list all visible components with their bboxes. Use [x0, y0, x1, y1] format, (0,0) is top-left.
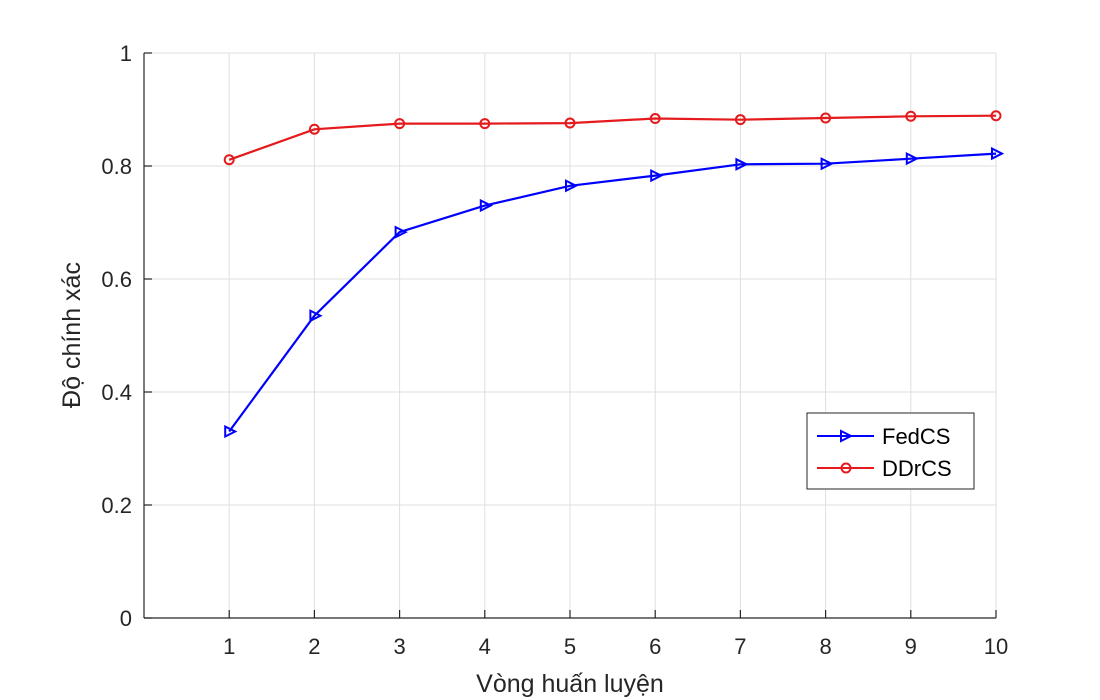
data-point-ddrcs: [820, 112, 832, 124]
legend-swatch-ddrcs-marker: [840, 462, 852, 474]
series-line-ddrcs: [228, 114, 997, 161]
data-point-fedcs: [991, 146, 1005, 161]
data-point-fedcs: [820, 157, 834, 171]
data-point-fedcs: [479, 198, 494, 213]
y-tick-label: 0.8: [101, 154, 132, 179]
x-tick-label: 10: [984, 634, 1008, 659]
legend: FedCS DDrCS: [806, 412, 975, 490]
x-axis-ticks: 1 2 3 4 5 6 7 8 9 10: [223, 610, 1008, 659]
legend-label-fedcs: FedCS: [882, 424, 950, 449]
data-point-fedcs: [905, 152, 920, 166]
data-point-ddrcs: [308, 123, 320, 135]
y-tick-label: 0: [120, 606, 132, 631]
data-point-fedcs: [735, 157, 749, 171]
data-point-ddrcs: [479, 118, 491, 130]
data-point-ddrcs: [649, 113, 661, 125]
y-axis-ticks: 0 0.2 0.4 0.6 0.8 1: [101, 41, 152, 631]
x-tick-label: 5: [564, 634, 576, 659]
x-tick-label: 9: [905, 634, 917, 659]
x-tick-label: 6: [649, 634, 661, 659]
y-tick-label: 0.6: [101, 267, 132, 292]
data-point-fedcs: [224, 424, 238, 439]
y-axis-title: Độ chính xác: [58, 262, 86, 408]
data-point-ddrcs: [990, 110, 1002, 122]
x-tick-label: 7: [734, 634, 746, 659]
y-tick-label: 0.2: [101, 493, 132, 518]
x-tick-label: 4: [479, 634, 491, 659]
data-point-fedcs: [650, 168, 664, 183]
series-group: [223, 110, 1005, 439]
data-point-fedcs: [309, 309, 323, 323]
data-point-ddrcs: [734, 114, 746, 126]
legend-box: [806, 412, 975, 490]
data-point-ddrcs: [564, 117, 576, 129]
x-tick-label: 3: [393, 634, 405, 659]
data-point-ddrcs: [905, 110, 917, 122]
x-tick-label: 8: [819, 634, 831, 659]
x-tick-label: 1: [223, 634, 235, 659]
data-point-fedcs: [394, 225, 408, 239]
x-axis-title: Vòng huấn luyện: [476, 670, 664, 698]
y-tick-label: 1: [120, 41, 132, 66]
data-point-fedcs: [565, 179, 579, 193]
legend-label-ddrcs: DDrCS: [882, 456, 952, 481]
series-line-fedcs: [228, 152, 997, 433]
data-point-ddrcs: [223, 154, 235, 166]
data-point-ddrcs: [394, 118, 406, 130]
legend-swatch-fedcs-marker: [840, 429, 854, 443]
x-tick-label: 2: [308, 634, 320, 659]
y-tick-label: 0.4: [101, 380, 132, 405]
